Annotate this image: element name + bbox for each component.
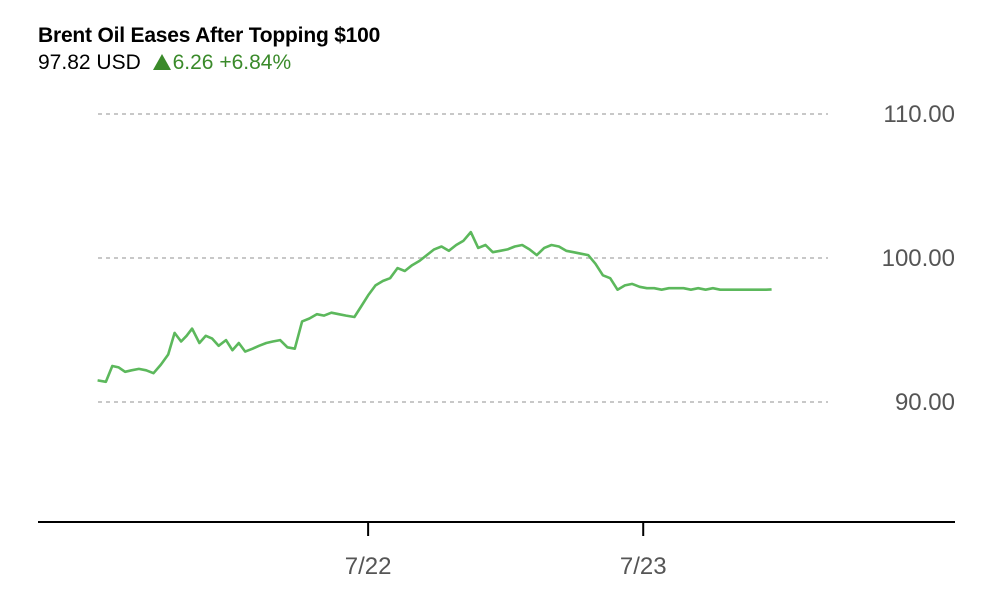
price-change: 6.26 [172,51,214,74]
up-triangle-icon [152,54,171,70]
x-tick-label: 7/23 [620,553,667,580]
price-currency: USD [96,51,141,74]
price-series-line [97,230,772,384]
chart-title: Brent Oil Eases After Topping $100 [38,24,381,47]
price-change-percent: +6.84% [219,51,292,74]
x-axis-ticks: 7/22 7/23 [345,522,667,580]
price-value: 97.82 [38,51,91,74]
y-axis-ticks: 90.00 100.00 110.00 [882,101,955,416]
y-tick-label: 100.00 [882,245,955,272]
chart-header: Brent Oil Eases After Topping $100 97.82… [38,22,380,76]
y-tick-label: 90.00 [895,389,955,416]
y-tick-label: 110.00 [883,101,955,128]
x-tick-label: 7/22 [345,553,392,580]
chart-gridlines [98,113,828,403]
price-quote: 97.82 USD 6.26 +6.84% [38,50,380,76]
